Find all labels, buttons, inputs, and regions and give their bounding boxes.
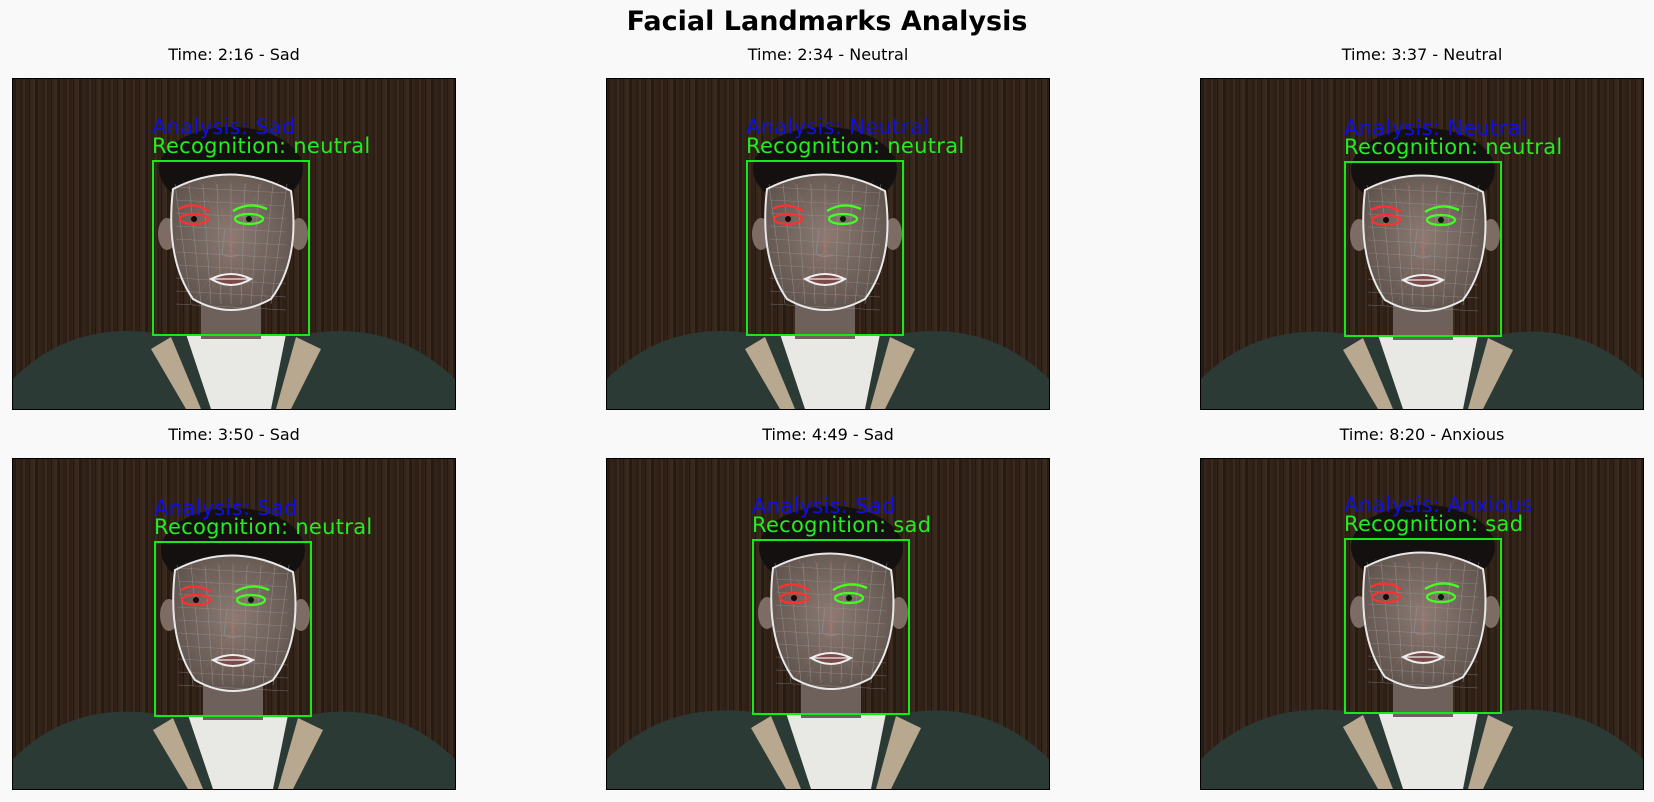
analysis-overlay-label: Analysis: Sad: [154, 496, 298, 520]
video-frame: Analysis: Neutral Recognition: neutral: [606, 78, 1050, 410]
face-bounding-box: [152, 160, 310, 336]
analysis-overlay-label: Analysis: Anxious: [1344, 493, 1533, 517]
recognition-overlay-label: Recognition: neutral: [1344, 135, 1563, 159]
video-frame-image: [1201, 79, 1643, 409]
recognition-overlay-label: Recognition: sad: [1344, 512, 1524, 536]
face-bounding-box: [1344, 161, 1502, 337]
panel-time-label: Time: 4:49 - Sad: [762, 425, 894, 444]
video-frame-image: [1201, 459, 1643, 789]
video-frame: Analysis: Sad Recognition: sad: [606, 458, 1050, 790]
video-frame-image: [13, 459, 455, 789]
video-frame-image: [13, 79, 455, 409]
panel-time-label: Time: 3:37 - Neutral: [1341, 45, 1503, 64]
analysis-overlay-label: Analysis: Neutral: [1344, 116, 1527, 140]
panel-time-label: Time: 8:20 - Anxious: [1339, 425, 1505, 444]
panel-time-label: Time: 2:16 - Sad: [168, 45, 300, 64]
analysis-overlay-label: Analysis: Neutral: [746, 115, 929, 139]
face-bounding-box: [1344, 538, 1502, 714]
video-frame: Analysis: Sad Recognition: neutral: [12, 78, 456, 410]
recognition-overlay-label: Recognition: neutral: [152, 134, 371, 158]
video-frame: Analysis: Neutral Recognition: neutral: [1200, 78, 1644, 410]
video-frame-image: [607, 459, 1049, 789]
panel-time-label: Time: 2:34 - Neutral: [747, 45, 909, 64]
face-bounding-box: [746, 160, 904, 336]
analysis-overlay-label: Analysis: Sad: [152, 115, 296, 139]
video-frame: Analysis: Anxious Recognition: sad: [1200, 458, 1644, 790]
video-frame-image: [607, 79, 1049, 409]
face-bounding-box: [154, 541, 312, 717]
recognition-overlay-label: Recognition: sad: [752, 513, 932, 537]
recognition-overlay-label: Recognition: neutral: [154, 515, 373, 539]
recognition-overlay-label: Recognition: neutral: [746, 134, 965, 158]
figure-title: Facial Landmarks Analysis: [626, 6, 1028, 37]
face-bounding-box: [752, 539, 910, 715]
video-frame: Analysis: Sad Recognition: neutral: [12, 458, 456, 790]
panel-time-label: Time: 3:50 - Sad: [168, 425, 300, 444]
analysis-overlay-label: Analysis: Sad: [752, 494, 896, 518]
